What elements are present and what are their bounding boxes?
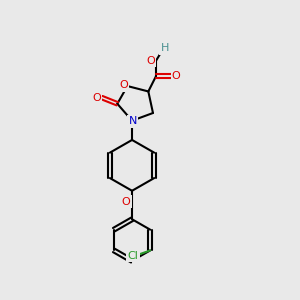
Text: O: O bbox=[119, 80, 128, 90]
Text: N: N bbox=[129, 116, 137, 127]
Text: O: O bbox=[122, 196, 130, 206]
Text: Cl: Cl bbox=[128, 251, 139, 261]
Text: H: H bbox=[160, 43, 169, 53]
Text: O: O bbox=[92, 93, 101, 103]
Text: O: O bbox=[146, 56, 155, 66]
Text: O: O bbox=[172, 71, 181, 81]
